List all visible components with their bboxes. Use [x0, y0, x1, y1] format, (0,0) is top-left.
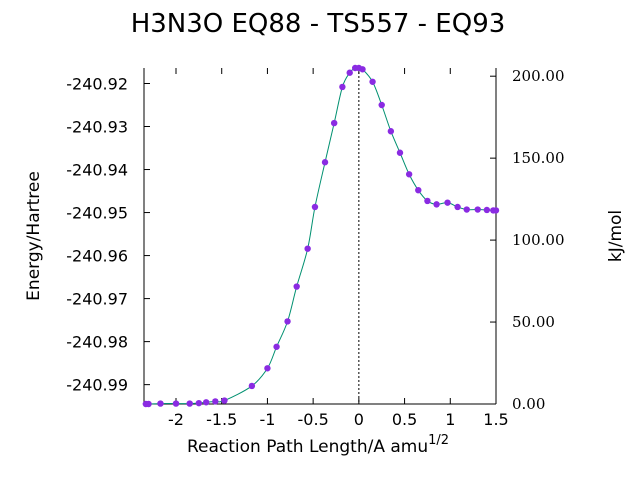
x-tick-label: 1	[445, 410, 455, 429]
y2-axis-ticks: 0.00 50.00 100.00 150.00 200.00	[490, 67, 565, 413]
data-point	[330, 119, 338, 127]
x-tick-label: 0.5	[392, 410, 417, 429]
y-tick-label: -240.97	[66, 290, 128, 309]
data-point	[321, 159, 329, 166]
data-point	[304, 245, 311, 252]
data-point	[195, 399, 203, 407]
data-point	[145, 400, 152, 408]
data-point	[186, 400, 193, 407]
data-point	[157, 400, 164, 407]
y2-axis-label: kJ/mol	[606, 210, 626, 262]
series-curve	[145, 67, 497, 405]
y-tick-label: -240.93	[66, 118, 128, 137]
data-point	[202, 399, 210, 406]
data-point	[293, 283, 300, 290]
data-point	[424, 197, 431, 205]
x-tick-label: 0	[354, 410, 364, 429]
data-point	[454, 203, 461, 211]
x-axis-ticks: -2 -1.5 -1 -0.5 0 0.5 1 1.5	[168, 68, 509, 429]
data-point	[212, 398, 219, 405]
data-point	[359, 66, 366, 73]
data-point	[369, 78, 376, 85]
y-tick-label: -240.98	[66, 333, 128, 352]
data-point	[339, 83, 346, 91]
x-axis-label-superscript: 1/2	[428, 433, 449, 448]
y2-tick-label: 150.00	[512, 149, 565, 167]
series-points	[142, 64, 500, 408]
data-point	[264, 365, 271, 372]
data-point	[378, 101, 385, 109]
x-tick-label: -0.5	[298, 410, 329, 429]
y-tick-label: -240.96	[66, 247, 128, 266]
x-tick-label: -2	[168, 410, 184, 429]
data-point	[396, 149, 404, 156]
y2-tick-label: 0.00	[512, 395, 545, 413]
data-point	[463, 206, 470, 213]
y-tick-label: -240.92	[66, 74, 128, 93]
data-point	[387, 128, 395, 135]
x-axis-label: Reaction Path Length/A amu1/2	[187, 433, 449, 457]
x-tick-label: -1	[259, 410, 275, 429]
data-point	[483, 206, 491, 214]
y-tick-label: -240.95	[66, 204, 128, 223]
x-tick-label: -1.5	[206, 410, 237, 429]
data-point	[444, 199, 451, 206]
data-point	[284, 318, 291, 325]
data-point	[221, 397, 228, 404]
data-point	[273, 343, 280, 350]
y2-tick-label: 200.00	[512, 67, 565, 85]
y-axis-ticks: -240.92 -240.93 -240.94 -240.95 -240.96 -240.…	[66, 74, 150, 395]
data-point	[415, 186, 422, 194]
data-point	[474, 206, 481, 213]
data-point	[248, 382, 256, 390]
data-point	[492, 207, 500, 214]
data-point	[405, 171, 413, 178]
chart-title: H3N3O EQ88 - TS557 - EQ93	[131, 9, 506, 39]
y-axis-label: Energy/Hartree	[24, 171, 44, 301]
y2-tick-label: 50.00	[512, 313, 555, 331]
y-tick-label: -240.99	[66, 376, 128, 395]
data-point	[433, 201, 440, 208]
y2-tick-label: 100.00	[512, 231, 565, 249]
x-tick-label: 1.5	[483, 410, 508, 429]
y-tick-label: -240.94	[66, 161, 128, 180]
data-point	[346, 69, 353, 76]
data-point	[172, 400, 180, 407]
data-point	[311, 203, 319, 211]
x-axis-label-text: Reaction Path Length/A amu	[187, 437, 428, 457]
